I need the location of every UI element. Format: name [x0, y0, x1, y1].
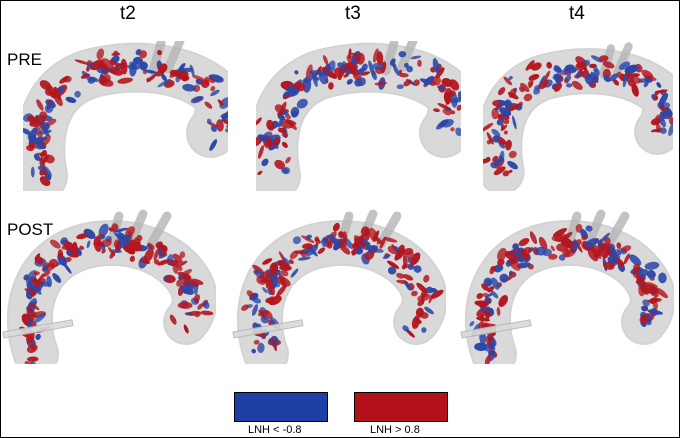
- aorta-render-post-t2: [1, 204, 216, 364]
- aorta-render-pre-t2: [23, 41, 228, 191]
- column-label-t4: t4: [569, 3, 585, 24]
- legend-label-blue: LNH < -0.8: [248, 424, 302, 436]
- aorta-render-post-t4: [459, 204, 674, 364]
- aorta-render-post-t3: [231, 204, 446, 364]
- row-label-post: POST: [7, 220, 54, 239]
- legend-swatch-red: [354, 392, 448, 422]
- row-label-pre: PRE: [7, 50, 42, 69]
- aorta-render-pre-t3: [256, 41, 461, 191]
- column-label-t2: t2: [120, 3, 136, 24]
- aorta-render-pre-t4: [483, 41, 679, 191]
- legend-label-red: LNH > 0.8: [370, 424, 420, 436]
- column-label-t3: t3: [345, 3, 361, 24]
- legend-swatch-blue: [234, 392, 328, 422]
